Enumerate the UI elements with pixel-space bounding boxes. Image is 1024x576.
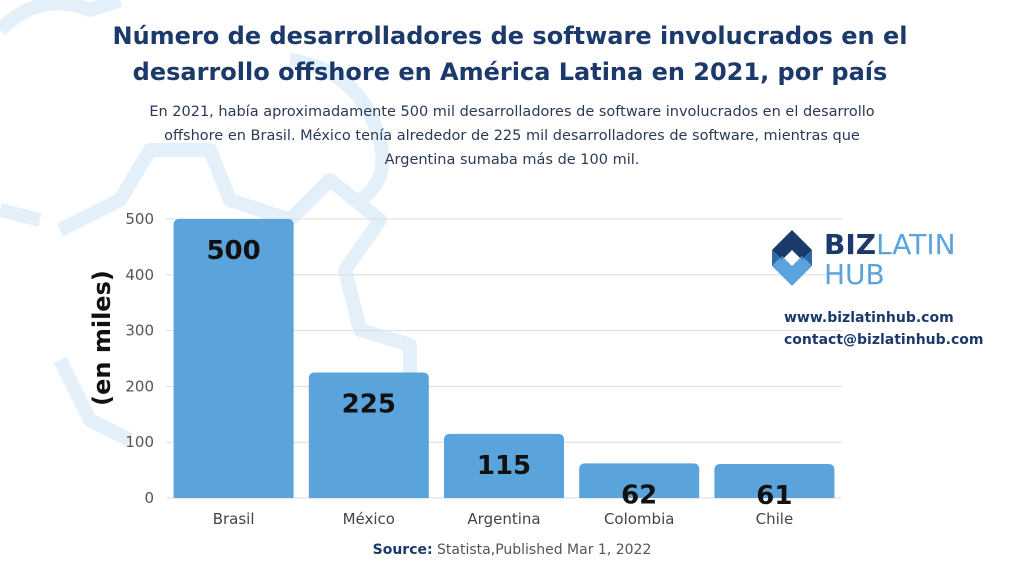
x-tick-label: Colombia <box>604 510 675 528</box>
chart-subtitle: En 2021, había aproximadamente 500 mil d… <box>149 104 875 168</box>
chart-title: Número de desarrolladores de software in… <box>112 22 908 86</box>
y-tick-label: 500 <box>125 210 154 228</box>
source-text: Statista,Published Mar 1, 2022 <box>437 542 652 558</box>
x-tick-label: México <box>343 510 395 528</box>
bar-value-label: 115 <box>477 451 531 481</box>
bar-value-label: 225 <box>342 389 396 419</box>
y-tick-label: 300 <box>125 322 154 340</box>
bar-value-label: 61 <box>756 481 792 511</box>
y-axis-label: (en miles) <box>88 270 116 406</box>
bizlatinhub-diamond-icon <box>772 230 812 286</box>
source-label: Source: <box>372 542 433 558</box>
bizlatinhub-logo: BIZLATIN HUB <box>772 228 956 290</box>
logo-text-hub: HUB <box>824 258 885 290</box>
bar-argentina <box>444 433 564 498</box>
bar-méxico <box>308 372 429 498</box>
bar-value-label: 500 <box>206 236 260 266</box>
y-tick-label: 400 <box>125 266 154 284</box>
x-tick-label: Chile <box>756 510 794 528</box>
x-tick-label: Brasil <box>213 510 255 528</box>
svg-text:BIZLATIN: BIZLATIN <box>824 228 956 261</box>
logo-text-latin: LATIN <box>876 228 956 261</box>
bar-chile <box>714 463 835 498</box>
website-link[interactable]: www.bizlatinhub.com <box>784 310 954 326</box>
contact-email[interactable]: contact@bizlatinhub.com <box>784 332 984 348</box>
x-tick-label: Argentina <box>467 510 540 528</box>
y-tick-label: 0 <box>144 489 154 507</box>
source-note: Source: Statista,Published Mar 1, 2022 <box>0 542 1024 558</box>
y-tick-label: 100 <box>125 433 154 451</box>
bar-value-label: 62 <box>621 480 657 510</box>
bar-brasil <box>173 219 294 498</box>
logo-text-biz: BIZ <box>824 228 876 261</box>
y-tick-label: 200 <box>125 377 154 395</box>
bar-colombia <box>579 463 700 498</box>
